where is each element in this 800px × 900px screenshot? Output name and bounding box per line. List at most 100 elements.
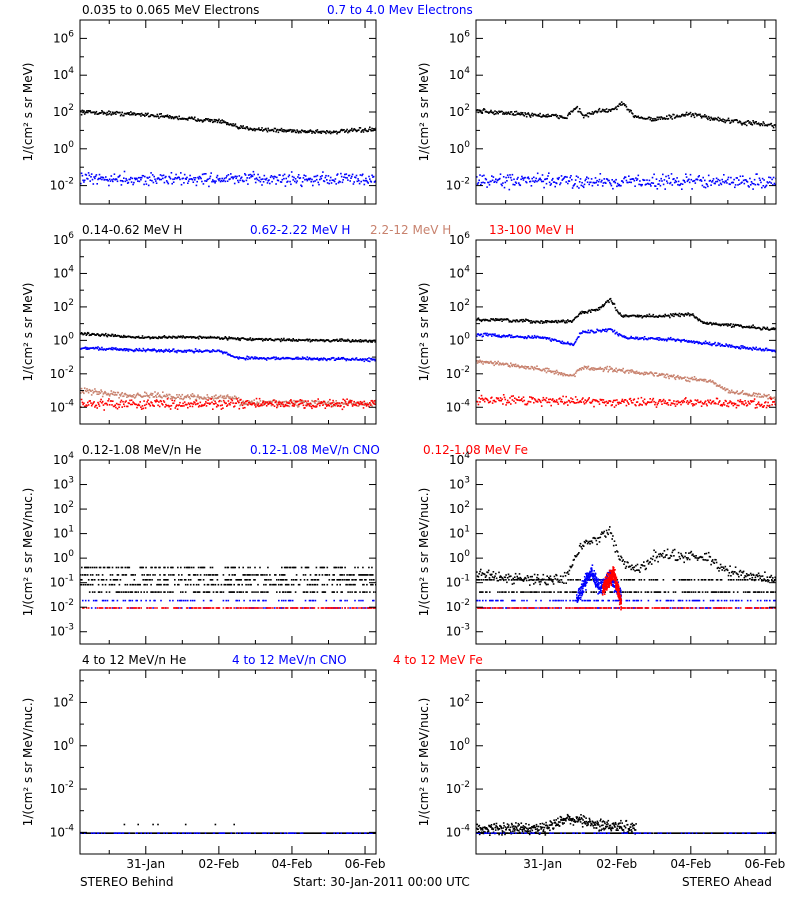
data-point [613, 303, 616, 305]
data-point [336, 402, 338, 404]
data-point [345, 403, 348, 405]
data-point [91, 389, 94, 392]
data-point [275, 400, 277, 402]
data-point [219, 338, 222, 340]
data-point [233, 395, 236, 397]
data-point [766, 125, 769, 127]
data-point [343, 129, 345, 131]
data-point [605, 301, 608, 304]
data-point [754, 407, 757, 409]
data-point [220, 122, 223, 124]
data-point [664, 374, 666, 376]
data-point [226, 337, 228, 340]
data-point [173, 397, 176, 399]
data-point [87, 332, 90, 334]
data-point [586, 399, 589, 402]
data-point [256, 404, 259, 407]
data-point [171, 397, 173, 399]
data-point [343, 176, 345, 178]
data-point [307, 358, 309, 361]
data-point [172, 181, 175, 183]
data-point [742, 401, 744, 403]
data-point [708, 117, 711, 120]
data-point [580, 401, 583, 403]
data-point [536, 365, 538, 367]
data-point [672, 375, 674, 378]
data-point [98, 405, 101, 407]
data-point [772, 125, 774, 127]
data-point [635, 336, 637, 339]
data-point [142, 175, 145, 177]
data-point [612, 108, 614, 110]
data-point [120, 348, 123, 350]
data-point [266, 130, 269, 133]
data-point [505, 335, 507, 337]
data-point [190, 402, 193, 405]
data-point [747, 185, 750, 187]
data-point [363, 404, 366, 406]
data-point [753, 183, 755, 185]
data-point [479, 334, 481, 337]
data-point [193, 351, 195, 354]
data-point [137, 404, 139, 407]
data-point [229, 403, 231, 406]
data-point [508, 401, 511, 404]
data-point [738, 179, 740, 181]
data-point [671, 118, 674, 120]
data-point [204, 403, 206, 405]
data-point [106, 566, 109, 569]
data-point [609, 368, 612, 370]
data-point [532, 397, 534, 399]
data-point [226, 339, 229, 341]
data-point [730, 121, 732, 124]
data-point [665, 117, 667, 120]
data-point [351, 130, 354, 132]
data-point [709, 379, 712, 381]
data-point [156, 393, 159, 395]
legend-entry: 0.62-2.22 MeV H [250, 223, 350, 237]
data-point [106, 335, 109, 338]
data-point [483, 319, 486, 322]
data-point [297, 340, 299, 342]
data-point [499, 177, 501, 180]
data-point [184, 350, 187, 352]
data-point [771, 403, 773, 406]
data-point [274, 358, 277, 361]
data-point [272, 357, 274, 359]
data-point [144, 349, 146, 352]
data-point [105, 114, 108, 116]
data-point [676, 177, 678, 179]
data-point [755, 121, 757, 123]
data-point [183, 182, 185, 184]
data-point [704, 186, 707, 189]
data-point [511, 365, 514, 368]
data-point [588, 397, 590, 399]
data-point [647, 183, 650, 185]
data-point [481, 175, 484, 177]
data-point [642, 337, 644, 339]
data-point [86, 110, 88, 112]
data-point [325, 132, 327, 135]
data-point [673, 315, 675, 318]
data-point [361, 174, 363, 177]
data-point [374, 403, 376, 406]
data-point [124, 574, 127, 576]
data-point [121, 111, 123, 114]
data-point [717, 342, 719, 344]
data-point [740, 122, 742, 125]
data-point [315, 178, 318, 181]
data-point [240, 176, 243, 179]
data-point [358, 359, 361, 361]
data-point [645, 183, 647, 185]
data-point [321, 175, 323, 177]
data-point [694, 399, 697, 401]
data-point [211, 574, 214, 576]
data-point [621, 315, 624, 317]
data-point [708, 341, 711, 344]
data-point [703, 403, 705, 405]
data-point [649, 183, 651, 186]
data-point [84, 332, 87, 335]
data-point [307, 400, 309, 402]
data-point [265, 357, 267, 360]
data-point [303, 131, 305, 133]
